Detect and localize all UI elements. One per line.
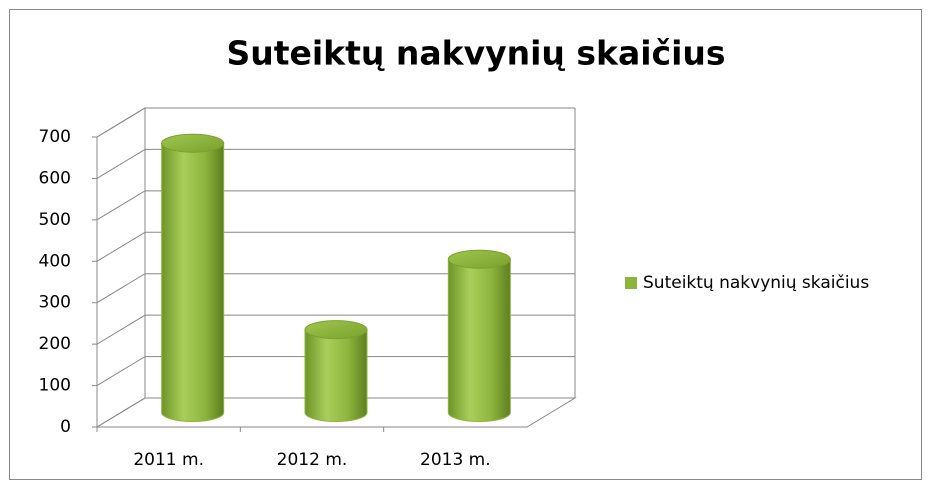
x-tick-label: 2012 m.	[277, 450, 348, 470]
grid-line	[96, 314, 575, 345]
grid-line	[96, 273, 575, 304]
y-tick-label: 500	[39, 210, 71, 230]
bar-top	[161, 133, 225, 153]
bar	[447, 258, 511, 422]
bar-top	[447, 249, 511, 269]
x-tick-label: 2011 m.	[133, 450, 204, 470]
y-tick-label: 300	[39, 293, 71, 313]
y-tick-label: 0	[60, 417, 71, 437]
grid-line	[96, 397, 575, 428]
grid-line	[96, 107, 575, 138]
x-tick-label: 2013 m.	[420, 450, 491, 470]
y-tick-label: 700	[39, 127, 71, 147]
bar-top	[304, 320, 368, 340]
bar	[304, 329, 368, 422]
grid-line	[96, 190, 575, 221]
chart-frame	[9, 9, 922, 480]
chart-title: Suteiktų nakvynių skaičius	[226, 34, 725, 73]
y-tick-label: 200	[39, 334, 71, 354]
legend-swatch	[625, 277, 637, 289]
y-tick-label: 400	[39, 251, 71, 271]
bar	[161, 142, 225, 422]
grid-line	[96, 231, 575, 262]
y-tick-label: 600	[39, 168, 71, 188]
grid-line	[96, 148, 575, 179]
legend-label: Suteiktų nakvynių skaičius	[643, 273, 869, 293]
side-wall	[96, 107, 146, 427]
grid-line	[96, 356, 575, 386]
y-tick-label: 100	[39, 376, 71, 396]
